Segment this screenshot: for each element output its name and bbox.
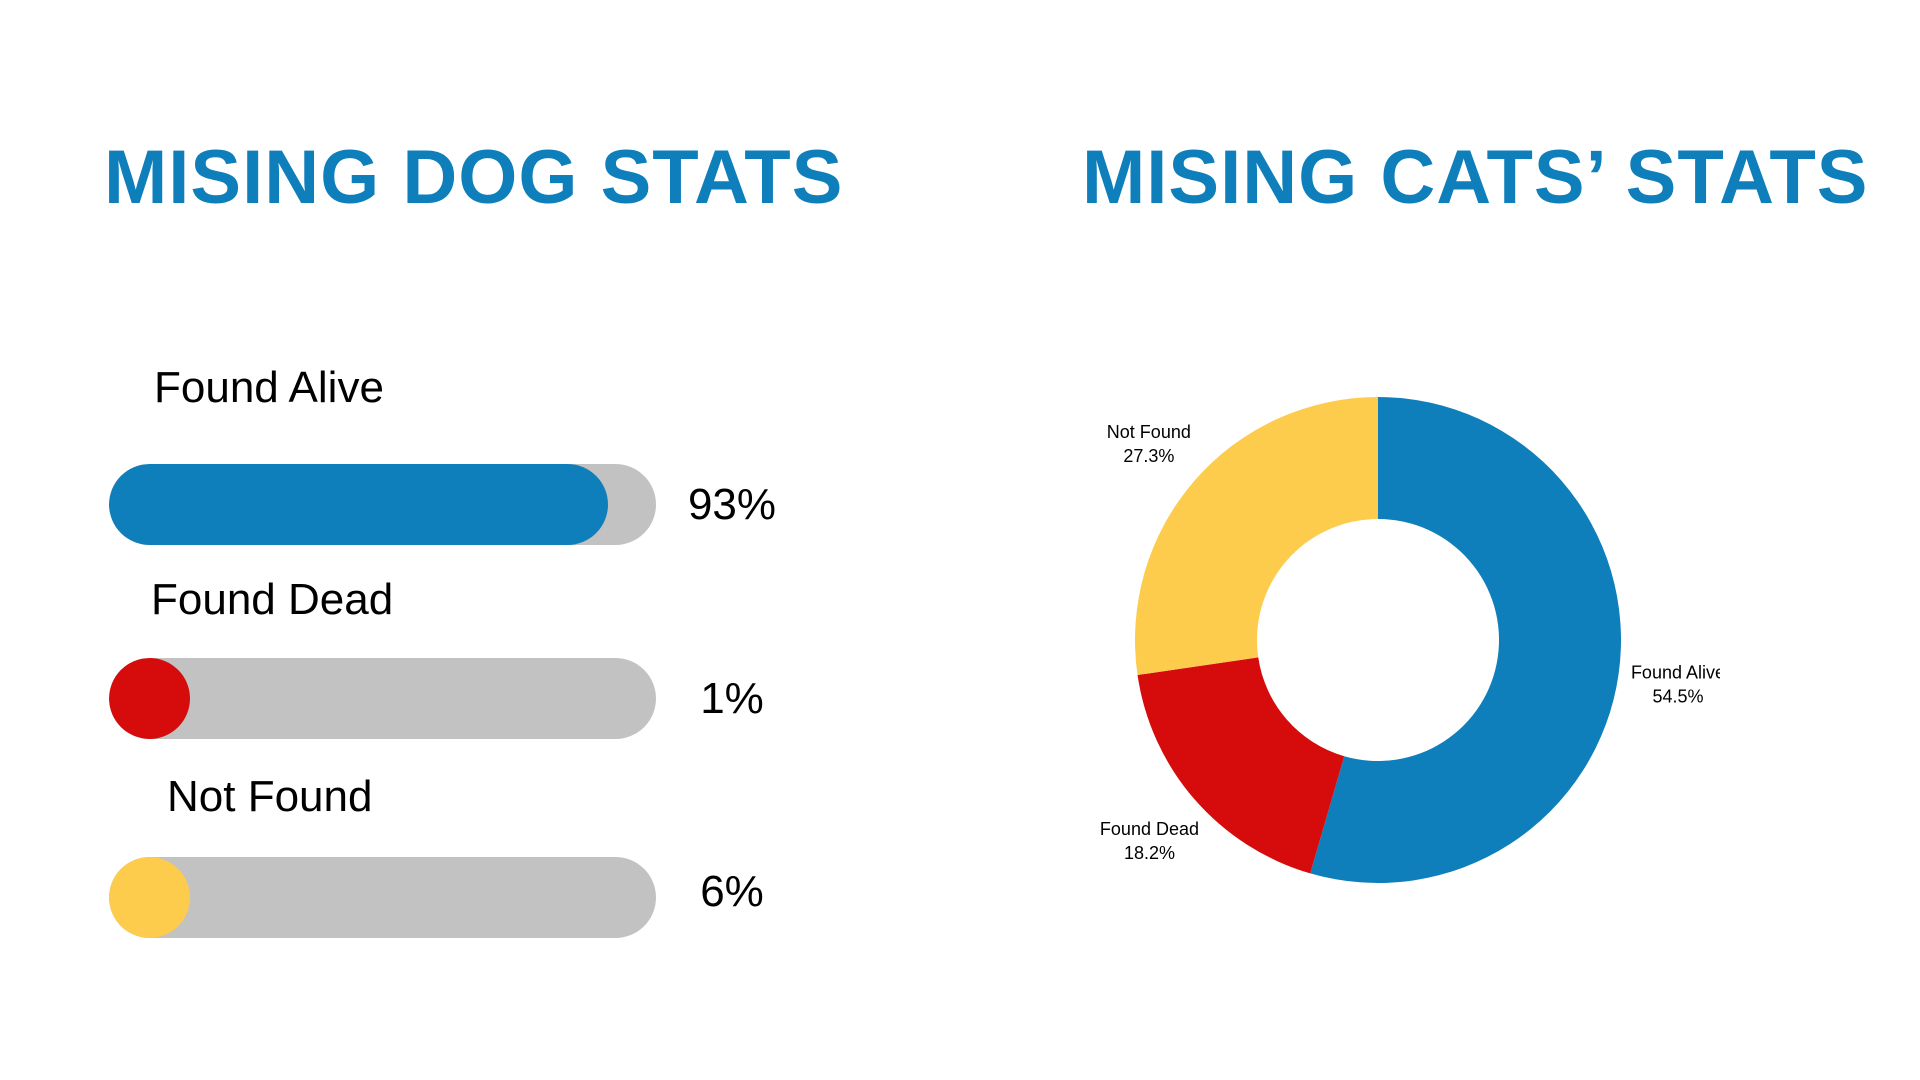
cat-stats-title: MISING CATS’ STATS (1082, 135, 1869, 220)
donut-slice-found-dead (1137, 657, 1345, 874)
donut-label-name: Found Dead (1100, 819, 1199, 839)
donut-label-found-dead: Found Dead 18.2% (1100, 819, 1199, 863)
progress-track-found-dead (109, 658, 656, 739)
row-label-found-dead: Found Dead (151, 575, 394, 624)
donut-label-value: 54.5% (1652, 687, 1703, 707)
cat-stats-donut-chart: Found Alive 54.5% Found Dead 18.2% Not Found… (1060, 360, 1720, 920)
donut-label-found-alive: Found Alive 54.5% (1631, 663, 1720, 707)
progress-fill-found-alive (109, 464, 608, 545)
row-label-found-alive: Found Alive (154, 363, 384, 412)
donut-label-not-found: Not Found 27.3% (1107, 422, 1191, 466)
donut-label-name: Found Alive (1631, 663, 1720, 683)
dog-stats-title: MISING DOG STATS (104, 135, 844, 220)
donut-slice-found-alive (1310, 397, 1622, 884)
donut-label-value: 18.2% (1124, 843, 1175, 863)
donut-slice-not-found (1135, 397, 1378, 675)
progress-track-not-found (109, 857, 656, 938)
percent-found-dead: 1% (700, 674, 764, 723)
percent-found-alive: 93% (687, 480, 777, 529)
donut-label-name: Not Found (1107, 422, 1191, 442)
percent-not-found: 6% (700, 867, 764, 916)
donut-label-value: 27.3% (1123, 446, 1174, 466)
progress-track-found-alive (109, 464, 656, 545)
progress-fill-found-dead (109, 658, 190, 739)
row-label-not-found: Not Found (167, 772, 373, 821)
progress-fill-not-found (109, 857, 190, 938)
